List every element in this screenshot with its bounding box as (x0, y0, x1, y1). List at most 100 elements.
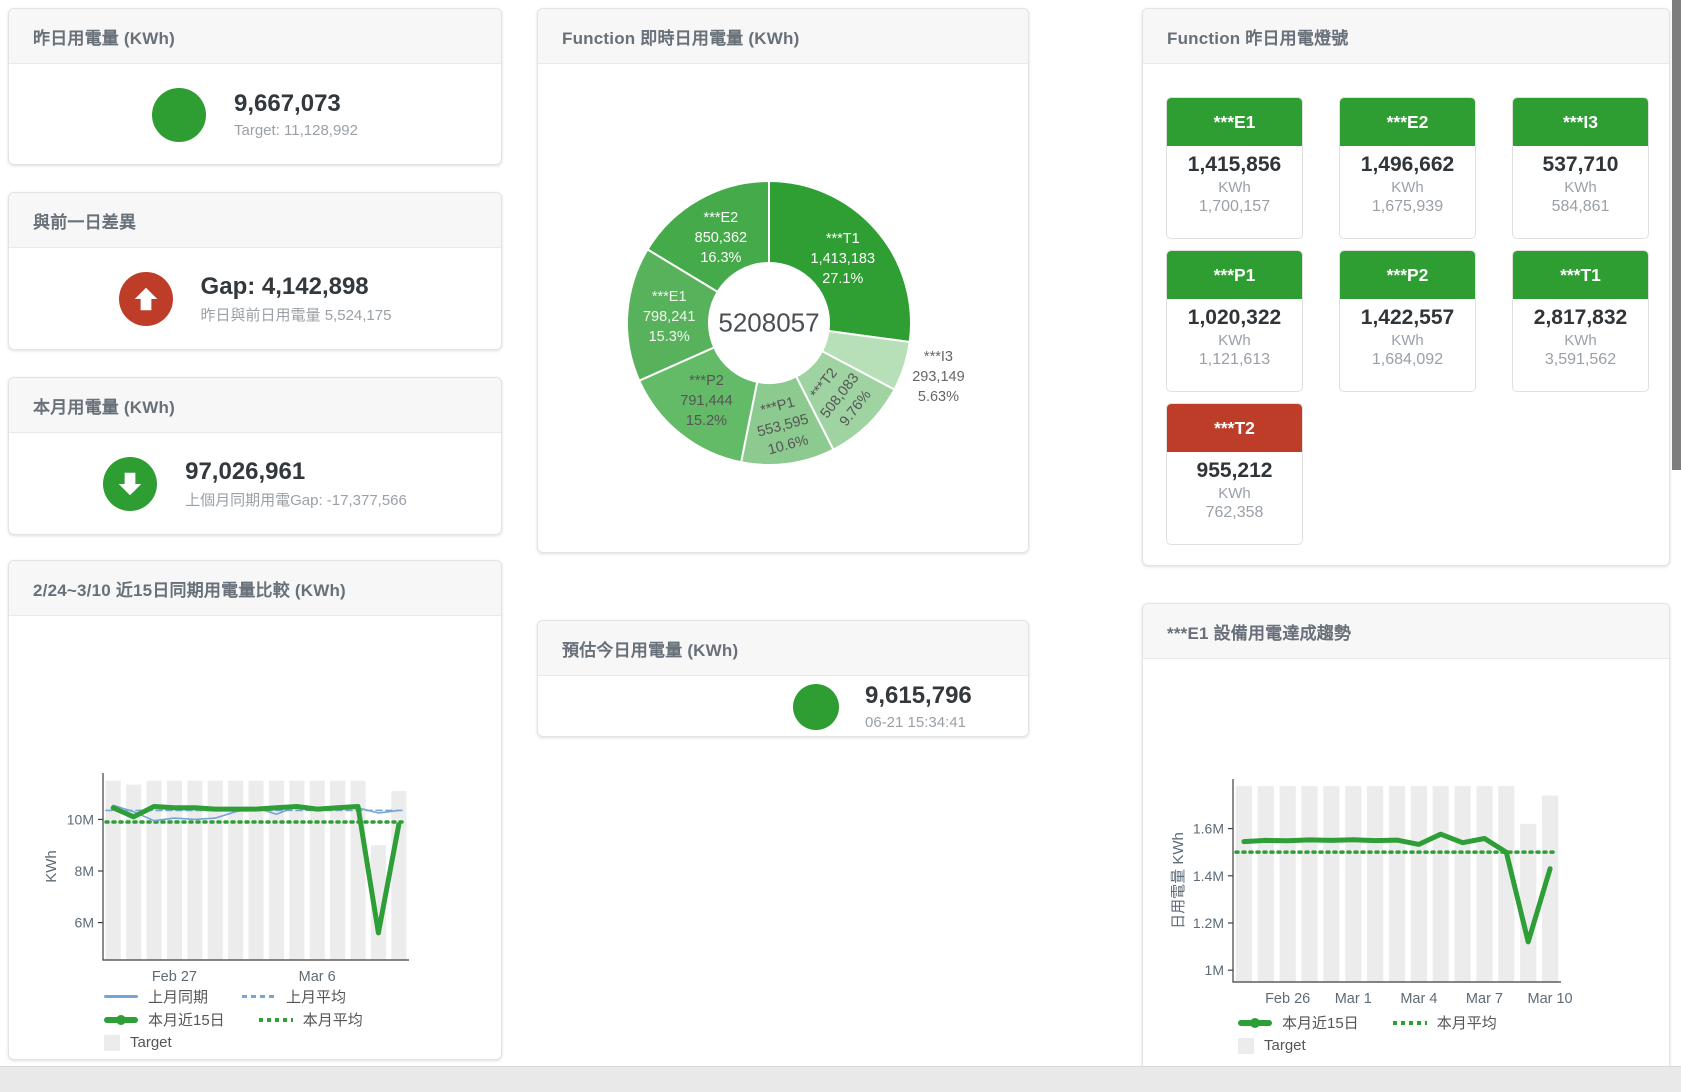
lights-grid: ***E1 1,415,856 KWh 1,700,157 ***E2 1,496,662… (1143, 64, 1669, 545)
donut-label-***E1: ***E1 798,241 15.3% (642, 288, 696, 345)
svg-text:Feb 27: Feb 27 (152, 969, 197, 985)
svg-text:KWh: KWh (43, 850, 60, 883)
legend-label: 本月平均 (302, 1012, 363, 1029)
scrollbar-thumb[interactable] (1672, 0, 1681, 470)
card-title: 2/24~3/10 近15日同期用電量比較 (KWh) (9, 561, 501, 616)
legend-item-本月近15日[interactable]: 本月近15日 (1238, 1012, 1359, 1033)
light-tile-value: 1,496,662 (1360, 153, 1455, 176)
svg-text:10M: 10M (67, 811, 94, 827)
legend-item-上月同期[interactable]: 上月同期 (104, 986, 208, 1007)
card-title: 與前一日差異 (9, 193, 501, 248)
donut-slice-***E2[interactable] (646, 179, 770, 294)
donut-slice-***T1[interactable] (768, 179, 912, 344)
svg-text:Mar 1: Mar 1 (1335, 991, 1372, 1007)
legend-label: 上月平均 (286, 989, 347, 1006)
light-tile-name: ***E2 (1340, 98, 1475, 146)
legend-label: 本月近15日 (1282, 1015, 1359, 1032)
light-tile-name: ***P2 (1340, 251, 1475, 299)
today-estimate-time: 06-21 15:34:41 (865, 713, 966, 731)
donut-label-***E2: ***E2 850,362 16.3% (694, 209, 748, 266)
light-tile-***T1: ***T1 2,817,832 KWh 3,591,562 (1512, 250, 1649, 392)
light-tile-name: ***E1 (1167, 98, 1302, 146)
card-day-gap: 與前一日差異 Gap: 4,142,898 昨日與前日用電量 5,524,175 (8, 192, 502, 350)
card-title: 預估今日用電量 (KWh) (538, 621, 1028, 676)
light-tile-value: 1,020,322 (1187, 306, 1282, 329)
trend-chart-canvas[interactable]: 1M 1.2M 1.4M 1.6M Feb 26 Mar 1 Mar 4 Mar 7 Mar 1… (1143, 604, 1671, 1074)
light-tile-value: 1,422,557 (1360, 306, 1455, 329)
light-tile-***T2: ***T2 955,212 KWh 762,358 (1166, 403, 1303, 545)
svg-text:1.4M: 1.4M (1193, 868, 1224, 884)
legend-item-Target[interactable]: Target (1238, 1037, 1306, 1054)
legend-label: Target (130, 1034, 172, 1051)
day-gap-subtitle: 昨日與前日用電量 5,524,175 (200, 307, 392, 325)
up-arrow-icon (118, 272, 173, 326)
legend-item-上月平均[interactable]: 上月平均 (242, 986, 346, 1007)
trend-chart-legend: 本月近15日 本月平均 Target (1238, 1011, 1531, 1057)
light-tile-unit: KWh (1218, 332, 1251, 349)
light-tile-unit: KWh (1218, 485, 1251, 502)
light-tile-target: 762,358 (1205, 504, 1264, 521)
light-tile-value: 955,212 (1196, 459, 1273, 482)
legend-label: 本月近15日 (148, 1012, 225, 1029)
donut-center-total: 5208057 (718, 307, 820, 338)
svg-text:日用電量 KWh: 日用電量 KWh (1170, 832, 1187, 929)
legend-swatch-icon (104, 1034, 120, 1051)
yesterday-usage-target: Target: 11,128,992 (234, 121, 358, 139)
svg-text:Mar 10: Mar 10 (1527, 991, 1572, 1007)
donut-slice-***P2[interactable] (637, 346, 759, 464)
svg-text:1.6M: 1.6M (1193, 821, 1224, 837)
legend-item-本月平均[interactable]: 本月平均 (1392, 1012, 1497, 1033)
light-tile-***P1: ***P1 1,020,322 KWh 1,121,613 (1166, 250, 1303, 392)
day-gap-value: Gap: 4,142,898 (200, 272, 369, 300)
green-status-circle-icon (152, 87, 206, 142)
legend-swatch-icon (104, 1014, 138, 1025)
svg-text:8M: 8M (75, 863, 94, 879)
light-tile-***I3: ***I3 537,710 KWh 584,861 (1512, 97, 1649, 239)
light-tile-name: ***P1 (1167, 251, 1302, 299)
svg-text:1M: 1M (1205, 962, 1224, 978)
light-tile-unit: KWh (1391, 332, 1424, 349)
yesterday-usage-value: 9,667,073 (234, 90, 341, 118)
light-tile-name: ***I3 (1513, 98, 1648, 146)
light-tile-value: 1,415,856 (1187, 153, 1282, 176)
legend-label: 上月同期 (148, 989, 209, 1006)
page-bottom-band (0, 1066, 1681, 1092)
compare-chart-legend: 上月同期 上月平均本月近15日 本月平均 Target (104, 985, 397, 1054)
realtime-donut-chart[interactable]: 5208057 ***T1 1,413,183 27.1% ***I3 293,149 5… (619, 173, 965, 473)
legend-swatch-icon (1238, 1037, 1254, 1054)
card-title: ***E1 設備用電達成趨勢 (1143, 604, 1669, 659)
donut-label-***I3: ***I3 293,149 5.63% (912, 349, 965, 406)
legend-swatch-icon (1238, 1017, 1272, 1028)
svg-text:Mar 6: Mar 6 (299, 969, 336, 985)
light-tile-unit: KWh (1564, 332, 1597, 349)
donut-slice-***E1[interactable] (625, 248, 720, 382)
card-title: 本月用電量 (KWh) (9, 378, 501, 433)
light-tile-***E1: ***E1 1,415,856 KWh 1,700,157 (1166, 97, 1303, 239)
card-today-estimate: 預估今日用電量 (KWh) 9,615,796 06-21 15:34:41 (537, 620, 1029, 737)
light-tile-unit: KWh (1391, 179, 1424, 196)
svg-text:Feb 26: Feb 26 (1265, 991, 1310, 1007)
legend-swatch-icon (104, 995, 138, 998)
card-title: 昨日用電量 (KWh) (9, 9, 501, 64)
month-usage-gap: 上個月同期用電Gap: -17,377,566 (185, 492, 407, 510)
svg-text:Mar 4: Mar 4 (1400, 991, 1437, 1007)
donut-label-***P2: ***P2 791,444 15.2% (680, 373, 733, 430)
card-trend-chart: ***E1 設備用電達成趨勢 1M 1.2M 1.4M 1.6M Feb 26 Mar 1… (1142, 603, 1670, 1073)
card-month-usage: 本月用電量 (KWh) 97,026,961 上個月同期用電Gap: -17,3… (8, 377, 502, 535)
legend-item-Target[interactable]: Target (104, 1034, 172, 1051)
compare-chart-canvas[interactable]: 6M 8M 10M Feb 27 Mar 6 KWh (9, 561, 503, 1061)
light-tile-target: 1,675,939 (1371, 198, 1444, 215)
legend-swatch-icon (1392, 1020, 1427, 1025)
legend-item-本月近15日[interactable]: 本月近15日 (104, 1009, 225, 1030)
down-arrow-icon (103, 457, 158, 511)
card-lights: Function 昨日用電燈號 ***E1 1,415,856 KWh 1,700,1… (1142, 8, 1670, 566)
card-title: Function 昨日用電燈號 (1143, 9, 1669, 64)
legend-item-本月平均[interactable]: 本月平均 (258, 1009, 363, 1030)
light-tile-unit: KWh (1218, 179, 1251, 196)
light-tile-value: 2,817,832 (1533, 306, 1628, 329)
svg-text:Mar 7: Mar 7 (1466, 991, 1503, 1007)
light-tile-***P2: ***P2 1,422,557 KWh 1,684,092 (1339, 250, 1476, 392)
svg-text:6M: 6M (75, 915, 94, 931)
light-tile-target: 1,121,613 (1198, 351, 1271, 368)
card-compare-chart: 2/24~3/10 近15日同期用電量比較 (KWh) 6M 8M 10M Feb 2… (8, 560, 502, 1060)
